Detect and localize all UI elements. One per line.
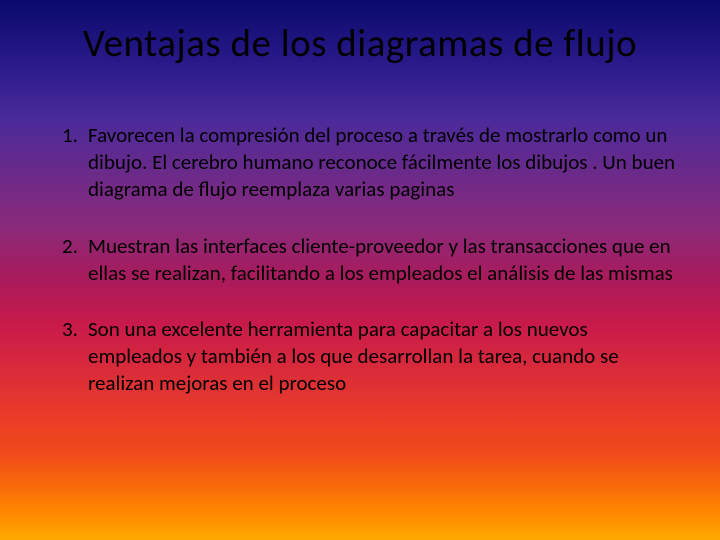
list-item: 2. Muestran las interfaces cliente-prove…	[62, 233, 680, 287]
item-text: Favorecen la compresión del proceso a tr…	[88, 122, 680, 203]
slide-title: Ventajas de los diagramas de flujo	[40, 20, 680, 67]
list-item: 3. Son una excelente herramienta para ca…	[62, 316, 680, 397]
advantages-list: 1. Favorecen la compresión del proceso a…	[40, 122, 680, 397]
item-number: 3.	[62, 316, 88, 397]
list-item: 1. Favorecen la compresión del proceso a…	[62, 122, 680, 203]
item-text: Muestran las interfaces cliente-proveedo…	[88, 233, 680, 287]
item-text: Son una excelente herramienta para capac…	[88, 316, 680, 397]
slide-container: Ventajas de los diagramas de flujo 1. Fa…	[0, 0, 720, 540]
item-number: 2.	[62, 233, 88, 287]
item-number: 1.	[62, 122, 88, 203]
